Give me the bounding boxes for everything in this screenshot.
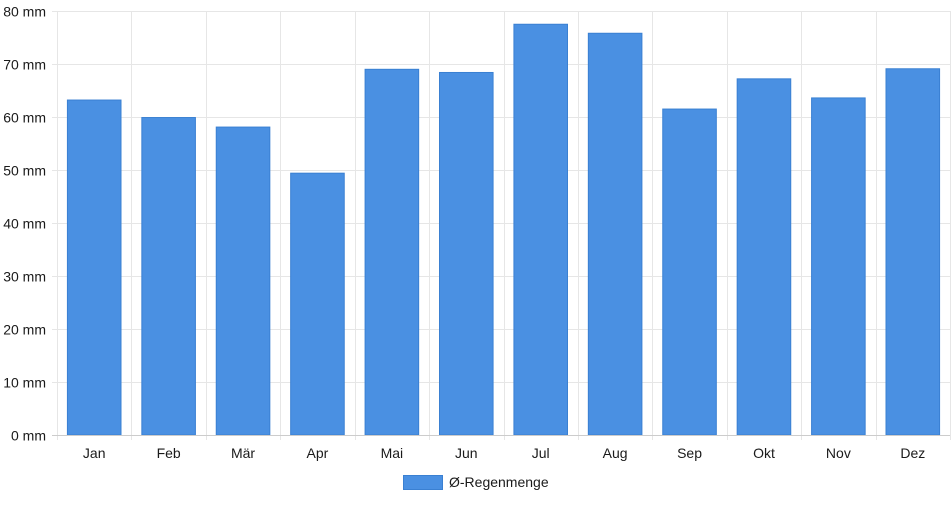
bar-jun bbox=[439, 71, 494, 436]
grid-lines bbox=[52, 11, 951, 440]
x-tick-label: Jun bbox=[455, 445, 478, 461]
axes: 0 mm 10 mm 20 mm 30 mm 40 mm 50 mm 60 mm 70 mm 8… bbox=[3, 4, 950, 461]
bar-jul bbox=[513, 23, 568, 436]
chart-legend[interactable]: Ø-Regenmenge bbox=[403, 473, 549, 491]
x-tick-label: Jan bbox=[83, 445, 106, 461]
legend-label: Ø-Regenmenge bbox=[449, 474, 549, 490]
y-tick-label: 80 mm bbox=[3, 4, 46, 20]
bars bbox=[66, 23, 941, 436]
x-tick-label: Mai bbox=[381, 445, 404, 461]
bar-sep bbox=[662, 108, 717, 436]
y-tick-label: 50 mm bbox=[3, 163, 46, 179]
y-tick-label: 60 mm bbox=[3, 110, 46, 126]
x-tick-label: Dez bbox=[900, 445, 925, 461]
y-tick-label: 20 mm bbox=[3, 322, 46, 338]
y-tick-label: 70 mm bbox=[3, 57, 46, 73]
x-tick-label: Okt bbox=[753, 445, 775, 461]
y-tick-label: 30 mm bbox=[3, 269, 46, 285]
x-tick-label: Jul bbox=[532, 445, 550, 461]
x-tick-label: Feb bbox=[157, 445, 181, 461]
bar-nov bbox=[811, 97, 866, 436]
x-tick-label: Mär bbox=[231, 445, 255, 461]
x-tick-label: Sep bbox=[677, 445, 702, 461]
x-tick-label: Aug bbox=[603, 445, 628, 461]
bar-mär bbox=[215, 126, 271, 436]
bar-jan bbox=[66, 99, 122, 436]
y-tick-label: 40 mm bbox=[3, 216, 46, 232]
bar-okt bbox=[736, 78, 792, 436]
x-tick-label: Nov bbox=[826, 445, 851, 461]
bar-aug bbox=[587, 32, 643, 436]
bar-feb bbox=[141, 117, 196, 436]
bar-dez bbox=[885, 68, 941, 436]
bar-apr bbox=[290, 172, 345, 436]
bar-mai bbox=[364, 68, 420, 436]
y-tick-label: 10 mm bbox=[3, 375, 46, 391]
legend-swatch bbox=[403, 474, 443, 490]
x-tick-label: Apr bbox=[307, 445, 329, 461]
y-tick-label: 0 mm bbox=[11, 428, 46, 444]
